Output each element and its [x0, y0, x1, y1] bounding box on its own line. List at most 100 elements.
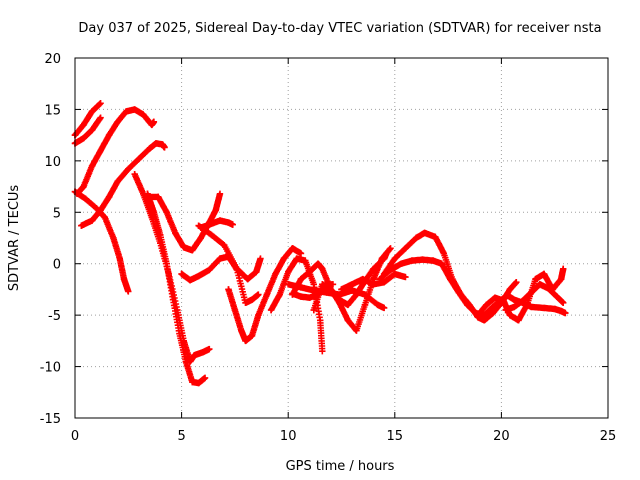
y-tick-label: 0: [53, 258, 61, 273]
data-point: [97, 100, 104, 107]
data-point: [248, 296, 256, 303]
data-point: [105, 193, 113, 201]
data-point: [122, 108, 130, 115]
data-point: [408, 257, 416, 264]
data-point: [97, 114, 104, 121]
data-point: [506, 286, 514, 293]
data-point: [402, 273, 409, 281]
data-point: [257, 255, 264, 262]
data-point: [553, 293, 561, 300]
data-point: [216, 255, 224, 262]
data-point: [154, 193, 162, 201]
data-point: [80, 135, 87, 142]
data-point: [391, 270, 398, 278]
data-point: [378, 255, 386, 262]
x-tick-label: 15: [387, 429, 404, 444]
data-point: [163, 260, 170, 267]
data-point: [88, 162, 96, 170]
data-point: [361, 301, 369, 309]
data-point: [327, 286, 335, 293]
data-point: [201, 374, 209, 382]
data-point: [285, 268, 292, 276]
data-point: [338, 286, 345, 293]
data-point: [387, 245, 394, 252]
data-point: [146, 193, 153, 201]
data-point: [551, 305, 558, 313]
data-point: [402, 245, 409, 252]
data-point: [344, 301, 352, 309]
data-point: [163, 209, 170, 216]
data-point: [82, 195, 89, 203]
data-point: [110, 234, 117, 242]
data-point: [540, 304, 548, 312]
data-point: [276, 291, 283, 298]
data-point: [513, 279, 520, 286]
data-point: [280, 255, 288, 262]
data-point: [528, 303, 535, 311]
x-tick-label: 0: [71, 429, 79, 444]
data-point: [242, 299, 249, 306]
data-point: [233, 266, 241, 274]
data-point: [359, 275, 367, 283]
grid-lines: [75, 58, 608, 418]
data-point: [150, 209, 158, 216]
data-point: [376, 275, 384, 283]
data-point: [225, 219, 232, 226]
data-point: [419, 256, 426, 263]
data-point: [189, 378, 196, 386]
series-markers: [131, 171, 212, 365]
data-point: [536, 281, 543, 288]
y-tick-label: 20: [44, 52, 61, 67]
data-point: [289, 245, 296, 252]
data-point: [178, 270, 185, 278]
data-point: [380, 304, 388, 312]
data-point: [302, 257, 309, 264]
data-point: [557, 275, 565, 283]
data-point: [316, 317, 324, 324]
data-point: [191, 352, 198, 359]
data-point: [319, 281, 326, 288]
data-point: [560, 299, 567, 306]
data-point: [272, 270, 279, 278]
data-point: [212, 207, 219, 214]
data-point: [474, 311, 482, 319]
data-point: [253, 268, 260, 276]
data-point: [344, 317, 352, 324]
data-point: [319, 265, 326, 273]
data-point: [231, 306, 239, 314]
data-point: [306, 268, 313, 276]
data-point: [491, 294, 499, 301]
data-point: [244, 275, 251, 283]
data-point: [449, 275, 456, 283]
data-point: [297, 275, 305, 283]
data-point: [146, 145, 153, 152]
data-point: [88, 217, 96, 224]
data-point: [176, 330, 183, 337]
data-point: [186, 276, 194, 284]
plot-frame: [74, 57, 609, 419]
data-point: [515, 317, 522, 324]
y-tick-label: 10: [44, 155, 61, 170]
data-point: [370, 281, 377, 288]
data-point: [135, 155, 143, 162]
series-arc-20: [380, 229, 520, 324]
series-arc-17: [310, 245, 394, 334]
data-point: [93, 204, 100, 212]
data-point: [429, 257, 437, 264]
data-point: [540, 270, 548, 278]
data-point: [314, 260, 322, 267]
data-point: [125, 288, 132, 295]
data-point: [116, 255, 123, 262]
x-tick-label: 5: [177, 429, 185, 444]
data-point: [206, 221, 213, 228]
data-point: [248, 332, 256, 339]
data-point: [131, 171, 138, 178]
data-point: [528, 289, 535, 296]
data-point: [208, 231, 215, 239]
data-point: [380, 279, 388, 286]
data-point: [172, 229, 179, 237]
x-tick-label: 25: [600, 429, 617, 444]
series-arc-7: [144, 190, 209, 387]
